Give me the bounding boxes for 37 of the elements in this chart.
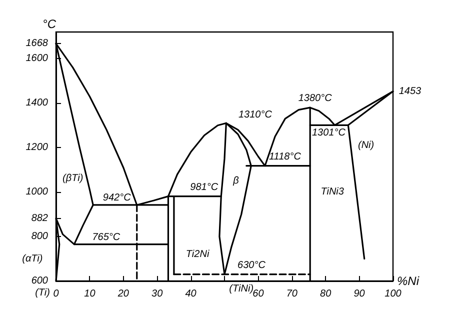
x-tick-label: 80 (320, 288, 332, 300)
annotation: TiNi3 (320, 186, 344, 198)
x-tick-label: 30 (152, 288, 164, 300)
text: (αTi) (22, 253, 43, 264)
x-tick-label: 70 (286, 288, 298, 300)
annotation: 1301°C (312, 128, 346, 139)
y-tick-label: 600 (31, 276, 48, 286)
annotation: 1380°C (298, 93, 333, 104)
x-axis-title: %Ni (397, 274, 420, 288)
text: (Ti) (35, 288, 50, 299)
annotation: 1310°C (238, 110, 273, 121)
y-tick-label: 1400 (26, 98, 48, 109)
text: (TiNi) (229, 283, 254, 294)
x-tick-label: 90 (354, 288, 366, 300)
x-tick-label: 10 (84, 288, 96, 300)
x-tick-label: 60 (252, 288, 264, 300)
y-tick-label: 1200 (26, 142, 48, 154)
x-tick-label: 40 (185, 288, 197, 300)
annotation: 1453 (398, 86, 422, 97)
x-tick-label: 20 (116, 288, 130, 300)
y-tick-label: 1600 (26, 53, 48, 64)
annotation: (Ni) (358, 140, 374, 151)
annotation: 630°C (238, 260, 266, 271)
annotation: 981°C (190, 182, 219, 193)
x-tick-label: 0 (53, 288, 60, 300)
y-axis-title: °C (42, 17, 56, 31)
annotation: Ti2Ni (186, 248, 210, 260)
annotation: β (232, 175, 240, 186)
y-tick-label: 800 (31, 231, 48, 242)
y-tick-label: 1668 (26, 38, 48, 50)
y-tick-label: 882 (31, 212, 48, 224)
annotation: (βTi) (62, 173, 84, 184)
y-tick-label: 1000 (26, 186, 48, 198)
annotation: 1118°C (268, 151, 302, 162)
x-tick-label: 100 (384, 288, 402, 300)
annotation: 765°C (92, 232, 121, 243)
annotation: 942°C (102, 192, 132, 204)
